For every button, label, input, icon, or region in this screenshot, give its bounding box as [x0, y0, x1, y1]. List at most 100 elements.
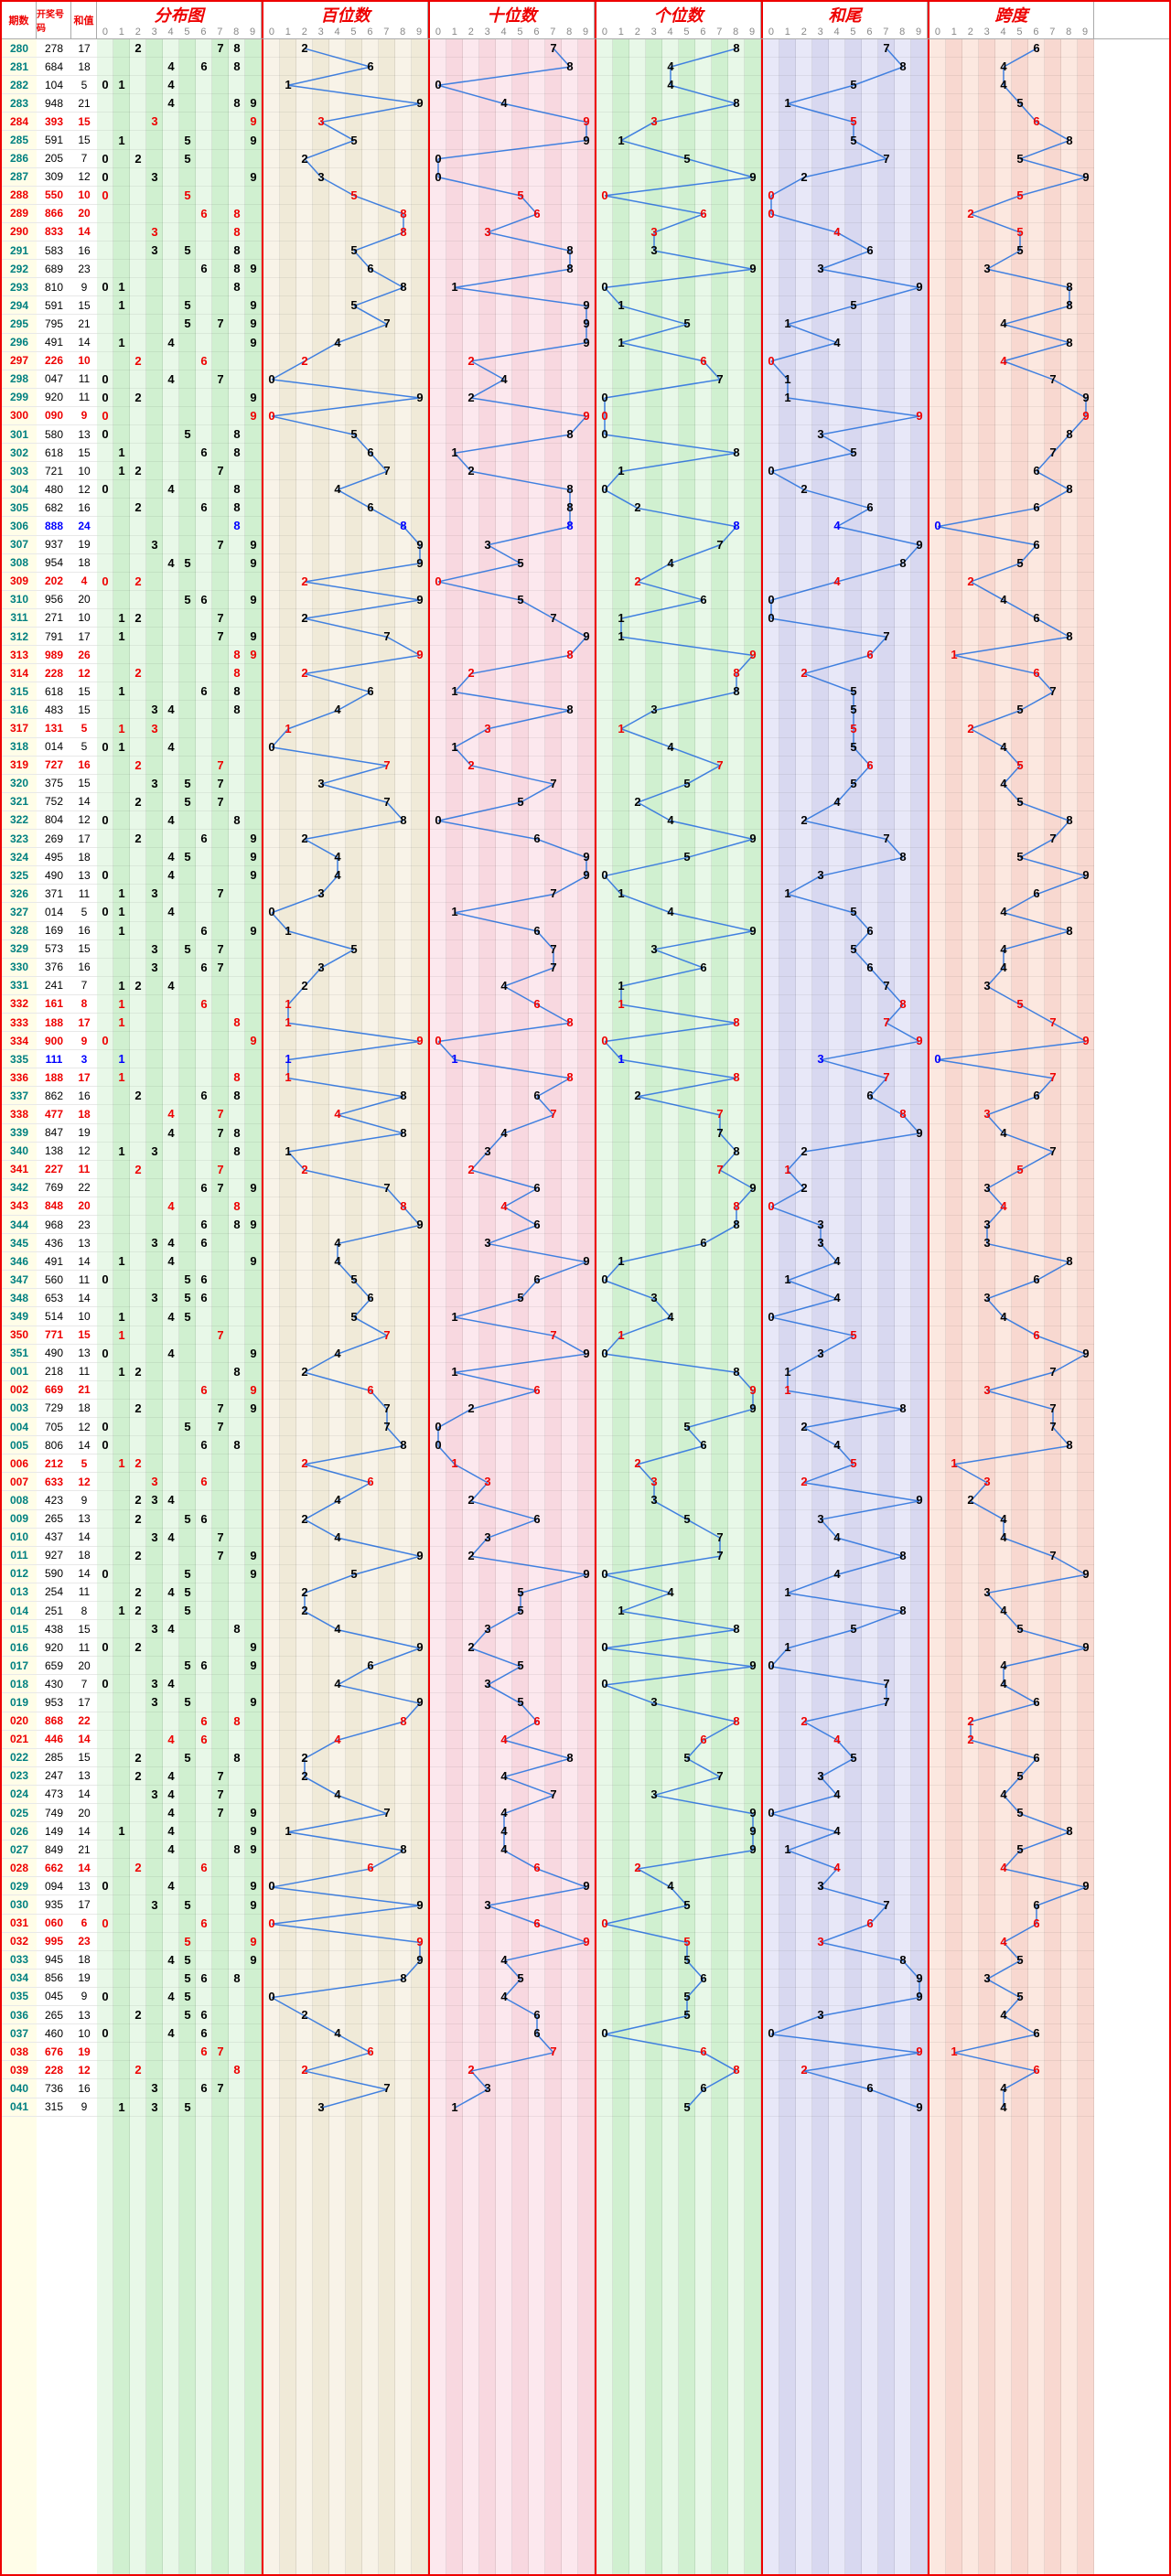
chart-row: 3	[430, 1234, 595, 1252]
chart-row: 6	[596, 591, 761, 609]
chart-row: 4	[263, 1234, 428, 1252]
digit-cell: 0	[430, 78, 446, 91]
chart-row: 0	[430, 811, 595, 830]
digit-cell: 3	[479, 538, 496, 552]
chart-row: 367	[97, 959, 262, 977]
digit-cell: 8	[562, 482, 578, 496]
chart-row: 9	[596, 168, 761, 187]
period-cell: 012	[2, 1565, 37, 1583]
draw-cell: 094	[37, 1877, 71, 1895]
digit-cell: 6	[529, 1272, 545, 1286]
dist-cell: 6	[196, 1181, 212, 1195]
digit-cell: 4	[662, 556, 679, 570]
chart-row: 1	[596, 995, 761, 1014]
draw-cell: 491	[37, 1252, 71, 1271]
digit-cell: 8	[728, 1144, 745, 1158]
period-cell: 341	[2, 1161, 37, 1179]
dist-cell: 9	[245, 1181, 262, 1195]
chart-row: 4	[430, 1124, 595, 1143]
digit-cell: 1	[446, 1310, 463, 1324]
draw-cell: 833	[37, 223, 71, 242]
chart-row: 8	[263, 811, 428, 830]
dist-cell: 2	[130, 758, 146, 772]
period-cell: 336	[2, 1068, 37, 1087]
dist-cell: 8	[229, 445, 245, 459]
period-cell: 298	[2, 370, 37, 389]
dist-cell: 2	[130, 1751, 146, 1765]
draw-cell: 669	[37, 1381, 71, 1400]
digit-cell: 2	[296, 1604, 313, 1617]
col-draw: 2786841049483935912053095508668335836898…	[37, 39, 71, 2574]
chart-row: 4	[596, 554, 761, 573]
chart-row: 489	[97, 94, 262, 113]
sum-cell: 17	[71, 1014, 97, 1032]
chart-row: 12	[97, 1454, 262, 1473]
dist-cell: 9	[245, 1383, 262, 1397]
draw-cell: 560	[37, 1271, 71, 1289]
digit-cell: 5	[679, 777, 695, 790]
sum-cell: 11	[71, 370, 97, 389]
chart-row: 4	[263, 1252, 428, 1271]
digit-cell: 5	[512, 1604, 529, 1617]
digit-cell: 8	[728, 1365, 745, 1379]
dist-cell: 9	[245, 1658, 262, 1672]
period-cell: 344	[2, 1216, 37, 1234]
dist-cell: 8	[229, 482, 245, 496]
chart-row: 0	[596, 187, 761, 205]
chart-row: 459	[97, 848, 262, 866]
period-cell: 019	[2, 1693, 37, 1712]
dist-cell: 8	[229, 262, 245, 275]
period-cell: 313	[2, 646, 37, 664]
chart-row: 1	[596, 885, 761, 903]
chart-row: 8	[596, 664, 761, 682]
period-cell: 343	[2, 1197, 37, 1216]
digit-cell: 3	[479, 1144, 496, 1158]
dist-cell: 4	[163, 740, 179, 754]
digit-cell: 1	[613, 464, 629, 478]
chart-row: 2	[430, 1638, 595, 1657]
sum-cell: 10	[71, 462, 97, 480]
draw-cell: 948	[37, 94, 71, 113]
dist-cell: 5	[179, 593, 196, 606]
chart-row: 6	[430, 1510, 595, 1529]
dist-cell: 0	[97, 170, 113, 184]
dist-cell: 9	[245, 409, 262, 423]
digit-cell: 7	[545, 611, 562, 625]
dist-cell: 2	[130, 500, 146, 514]
chart-row: 014	[97, 76, 262, 94]
chart-row: 8	[263, 1712, 428, 1731]
dist-cell: 4	[163, 1493, 179, 1507]
chart-row: 258	[97, 1749, 262, 1767]
period-cell: 022	[2, 1749, 37, 1767]
chart-row: 1	[430, 903, 595, 921]
dist-cell: 7	[212, 1163, 229, 1176]
period-cell: 333	[2, 1014, 37, 1032]
chart-row: 5	[430, 1970, 595, 1988]
dist-cell: 2	[130, 1512, 146, 1526]
draw-cell: 856	[37, 1970, 71, 1988]
digit-cell: 5	[346, 134, 362, 147]
dist-cell: 4	[163, 78, 179, 91]
dist-cell: 0	[97, 1347, 113, 1360]
chart-row: 1	[430, 444, 595, 462]
chart-row: 2	[263, 150, 428, 168]
draw-cell: 968	[37, 1216, 71, 1234]
dist-cell: 7	[212, 1401, 229, 1415]
chart-row: 7	[263, 793, 428, 811]
dist-cell: 3	[146, 1898, 163, 1912]
digit-cell: 8	[562, 500, 578, 514]
chart-row: 2	[263, 39, 428, 58]
digit-cell: 5	[512, 1658, 529, 1672]
dist-cell: 9	[245, 924, 262, 938]
period-cell: 345	[2, 1234, 37, 1252]
chart-row: 1	[430, 2098, 595, 2117]
dist-cell: 9	[245, 317, 262, 330]
chart-row: 159	[97, 131, 262, 149]
chart-row: 5	[430, 554, 595, 573]
dist-cell: 9	[245, 1935, 262, 1948]
chart-row: 4	[263, 1731, 428, 1749]
sum-cell: 9	[71, 278, 97, 296]
chart-row: 9	[430, 1877, 595, 1895]
chart-row: 6	[430, 2024, 595, 2043]
sum-cell: 5	[71, 903, 97, 921]
